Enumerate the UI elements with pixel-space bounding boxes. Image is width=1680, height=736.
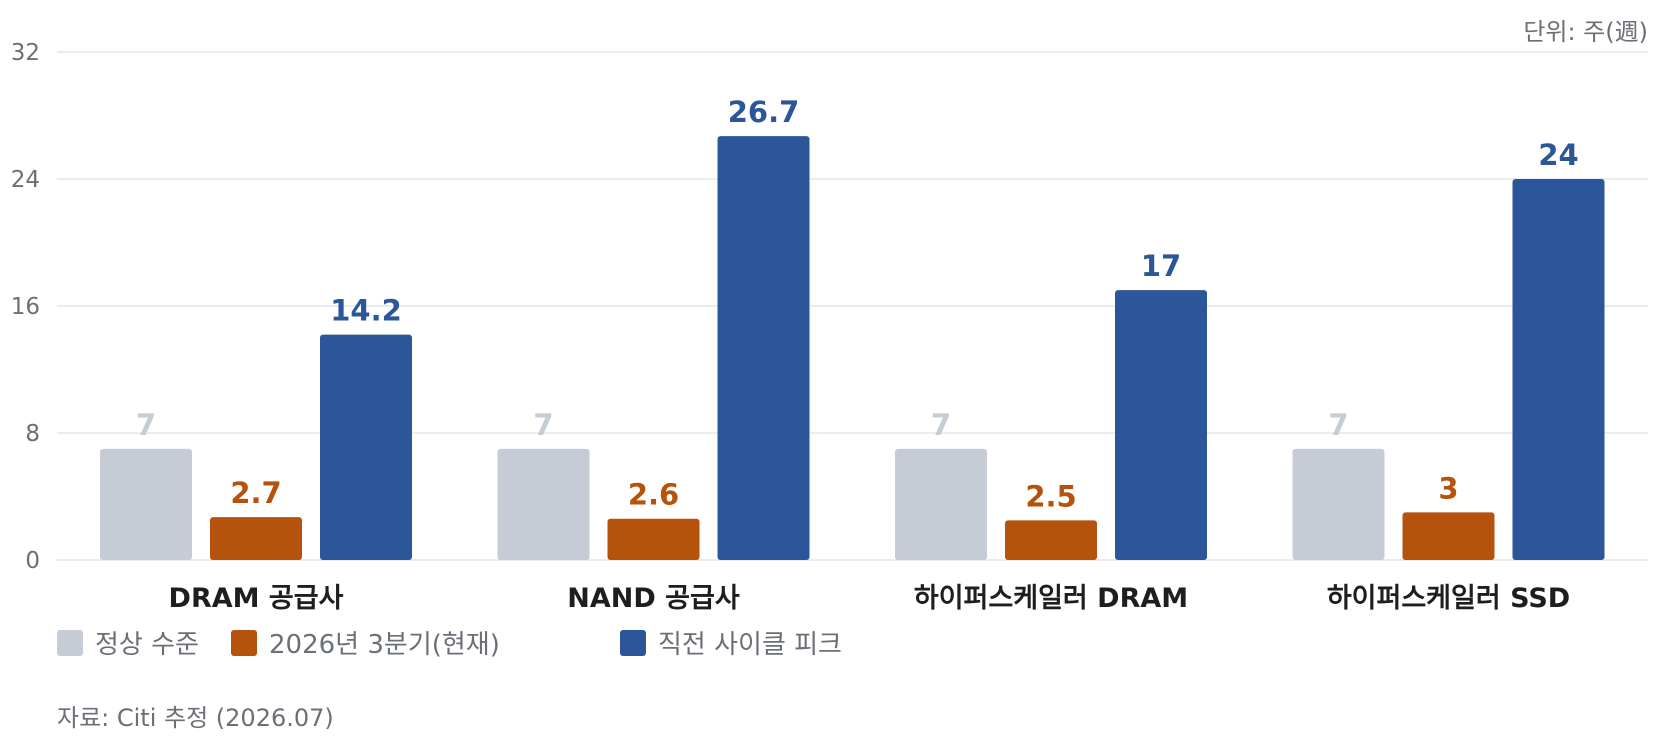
legend-label-current: 2026년 3분기(현재) xyxy=(269,630,500,660)
bar xyxy=(717,136,810,560)
bar xyxy=(210,517,302,560)
y-tick-label: 0 xyxy=(25,548,40,574)
data-label: 17 xyxy=(1141,249,1181,283)
data-label: 2.7 xyxy=(230,476,281,510)
x-category-label: 하이퍼스케일러 SSD xyxy=(1327,583,1570,614)
legend-label-peak: 직전 사이클 피크 xyxy=(658,630,842,660)
bar xyxy=(497,448,590,560)
data-label: 3 xyxy=(1438,471,1458,505)
bar xyxy=(100,448,192,560)
legend-item-normal: 정상 수준 xyxy=(57,624,199,661)
bar xyxy=(1512,179,1605,560)
bar xyxy=(1005,520,1097,560)
legend-item-current: 2026년 3분기(현재) xyxy=(231,624,500,661)
legend-item-peak: 직전 사이클 피크 xyxy=(620,624,842,661)
data-label: 7 xyxy=(1328,408,1348,442)
bar xyxy=(1402,512,1495,560)
data-label: 7 xyxy=(533,408,553,442)
data-label: 14.2 xyxy=(330,294,402,328)
y-tick-label: 24 xyxy=(11,167,40,193)
data-label: 2.5 xyxy=(1025,479,1076,513)
x-category-label: 하이퍼스케일러 DRAM xyxy=(914,583,1188,614)
data-label: 26.7 xyxy=(728,95,800,129)
bar-chart: 0 8 16 24 32 7 2.7 14.2 DRAM 공급사 7 2.6 26.7 NAND 공급사… xyxy=(11,40,1648,614)
source-note: 자료: Citi 추정 (2026.07) xyxy=(57,704,334,732)
legend-swatch-current xyxy=(231,629,257,656)
data-label: 7 xyxy=(931,408,951,442)
bar xyxy=(895,448,987,560)
y-tick-label: 16 xyxy=(11,294,40,320)
legend-swatch-peak xyxy=(620,629,646,656)
bar xyxy=(320,334,412,560)
data-label: 7 xyxy=(136,408,156,442)
unit-label: 단위: 주(週) xyxy=(1523,18,1648,46)
data-label: 24 xyxy=(1538,138,1578,172)
x-category-label: NAND 공급사 xyxy=(567,583,740,614)
data-label: 2.6 xyxy=(628,478,679,512)
bar xyxy=(1115,290,1207,560)
x-category-label: DRAM 공급사 xyxy=(169,583,344,614)
bar xyxy=(607,518,700,560)
legend-label-normal: 정상 수준 xyxy=(95,630,199,660)
bar xyxy=(1292,448,1385,560)
y-tick-label: 32 xyxy=(11,40,40,66)
legend-swatch-normal xyxy=(57,629,83,656)
y-tick-label: 8 xyxy=(25,421,40,447)
